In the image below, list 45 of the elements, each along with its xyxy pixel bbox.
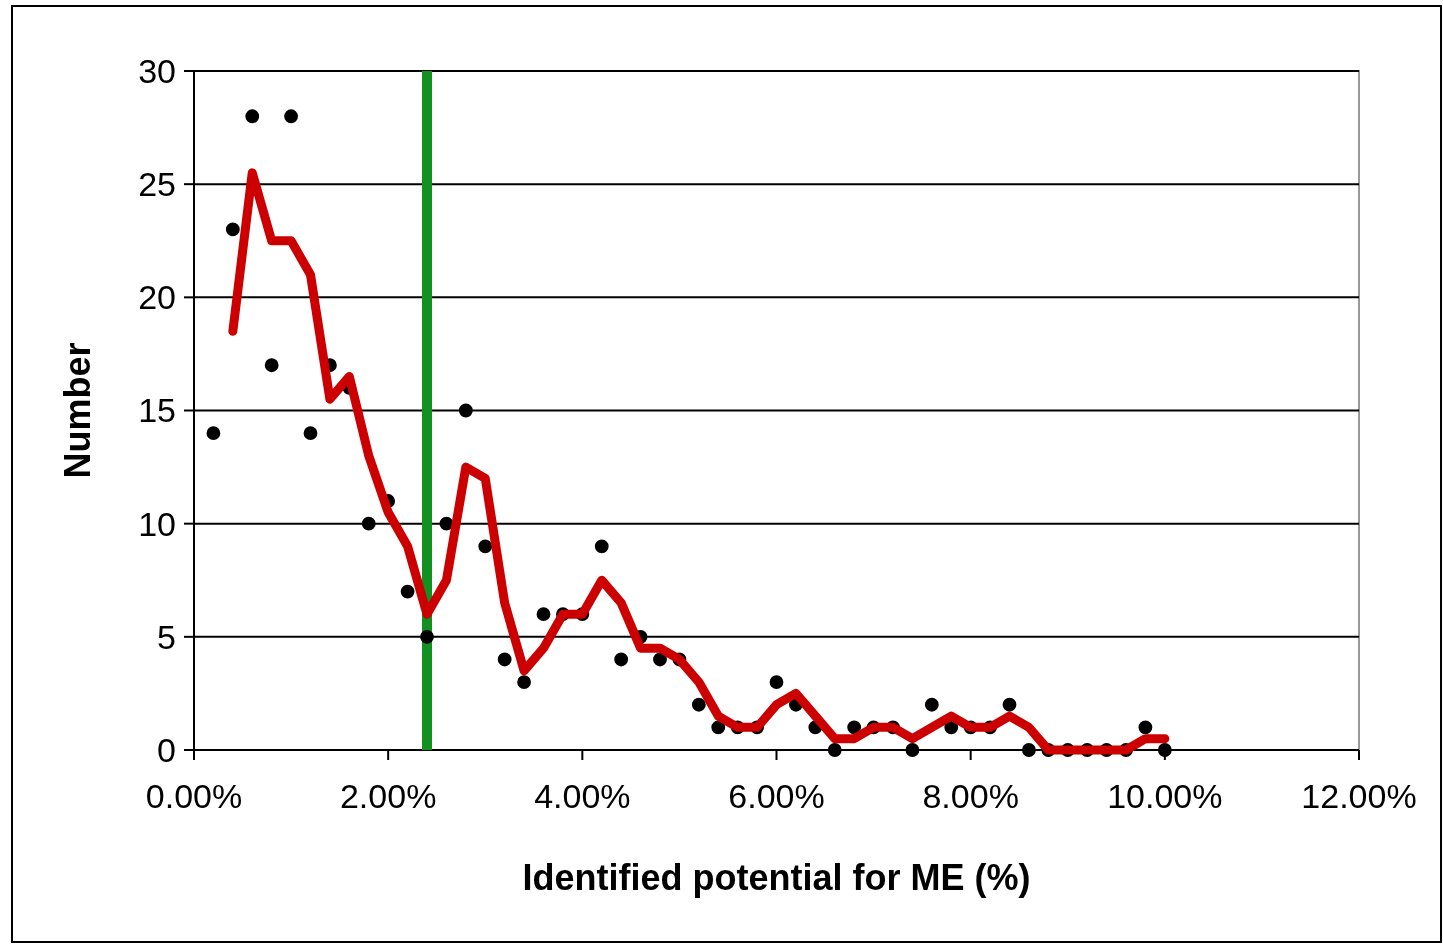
- point: [769, 675, 784, 689]
- point: [361, 516, 376, 531]
- point: [206, 426, 221, 441]
- y-tick-label: 30: [138, 51, 176, 90]
- x-tick-label: 4.00%: [534, 777, 631, 815]
- point: [245, 109, 260, 124]
- x-tick-label: 10.00%: [1107, 777, 1223, 815]
- point: [827, 743, 842, 757]
- y-tick-label: 0: [157, 730, 176, 769]
- x-tick-label: 8.00%: [922, 777, 1019, 815]
- point: [284, 109, 298, 124]
- point: [225, 222, 240, 237]
- point: [517, 675, 531, 689]
- point: [594, 539, 609, 554]
- point: [264, 358, 279, 373]
- point: [614, 652, 629, 667]
- y-tick-label: 20: [138, 278, 176, 317]
- point: [847, 720, 862, 735]
- point: [420, 629, 434, 644]
- point: [1022, 743, 1036, 757]
- point: [536, 607, 551, 622]
- point: [1138, 720, 1153, 735]
- y-axis-title: Number: [57, 342, 98, 479]
- point: [400, 584, 415, 599]
- point: [711, 720, 726, 735]
- point: [439, 516, 454, 531]
- point: [653, 652, 667, 667]
- x-tick-label: 0.00%: [145, 777, 243, 815]
- point: [478, 539, 493, 554]
- x-tick-label: 12.00%: [1301, 777, 1417, 815]
- x-tick-label: 2.00%: [339, 777, 437, 815]
- y-tick-label: 10: [138, 504, 176, 543]
- point: [1157, 743, 1172, 757]
- point: [905, 743, 920, 757]
- point: [303, 426, 318, 441]
- point: [691, 697, 706, 712]
- x-tick-label: 6.00%: [728, 777, 825, 815]
- point: [497, 652, 512, 667]
- x-axis-title: Identified potential for ME (%): [522, 857, 1031, 898]
- point: [458, 403, 473, 418]
- y-tick-label: 5: [157, 617, 176, 656]
- y-tick-label: 15: [138, 391, 176, 430]
- y-tick-label: 25: [138, 165, 176, 204]
- point: [1002, 697, 1017, 712]
- point: [924, 697, 939, 712]
